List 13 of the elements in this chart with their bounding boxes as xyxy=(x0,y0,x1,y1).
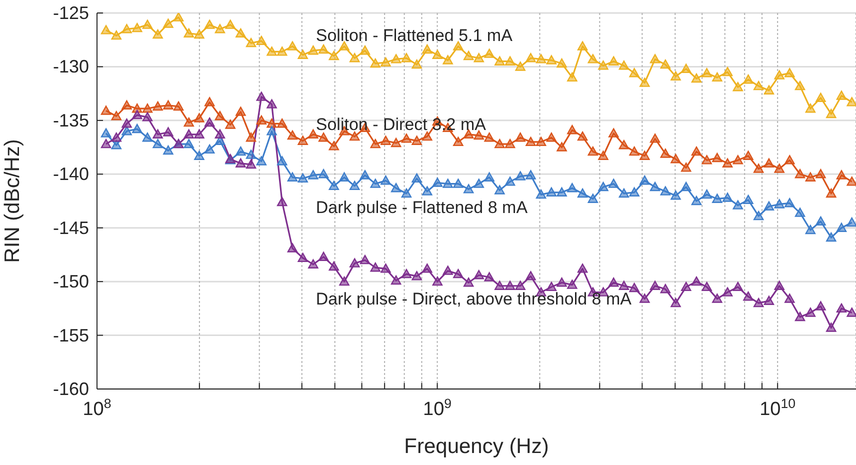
y-axis-title: RIN (dBc/Hz) xyxy=(1,139,24,263)
y-tick-label: -130 xyxy=(52,56,89,77)
y-tick-label: -140 xyxy=(52,164,89,184)
y-tick-label: -145 xyxy=(52,218,89,238)
y-tick-label: -155 xyxy=(52,325,89,346)
x-axis-title: Frequency (Hz) xyxy=(404,435,549,458)
x-tick-label: 10$^{10}$ xyxy=(760,396,796,420)
series-label: Soliton - Flattened 5.1 mA xyxy=(316,26,514,45)
y-tick-label: -135 xyxy=(52,110,89,130)
y-tick-label: -125 xyxy=(52,3,89,23)
series-label: Dark pulse - Flattened 8 mA xyxy=(316,198,528,217)
x-tick-label: 10$^{9}$ xyxy=(423,396,452,420)
y-tick-label: -150 xyxy=(52,272,89,292)
